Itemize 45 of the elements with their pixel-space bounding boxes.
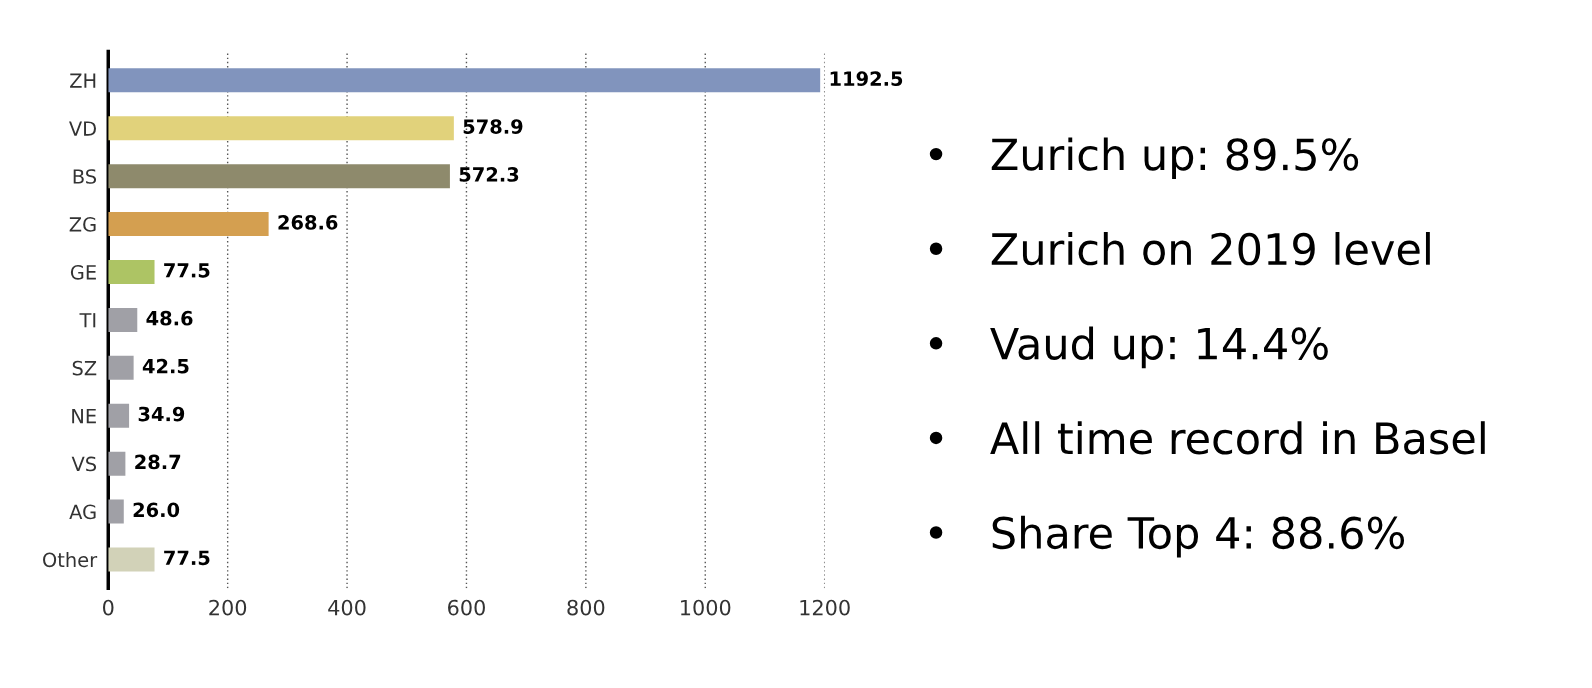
x-tick-label: 400 [328, 599, 366, 616]
bar [108, 499, 124, 524]
bar [108, 116, 454, 141]
data-label: 42.5 [142, 358, 189, 374]
y-tick-label: GE [70, 264, 96, 280]
text: • Zurich on 2019 level [929, 232, 1430, 266]
x-tick-label: 1200 [800, 599, 850, 616]
data-label: 572.3 [459, 167, 519, 182]
y-tick-label: Other [43, 552, 98, 568]
bar [108, 164, 450, 189]
y-tick-label: ZH [70, 73, 96, 88]
text: • Share Top 4: 88.6% [929, 515, 1405, 558]
x-tick-label: 1000 [681, 599, 731, 616]
x-tick-label: 600 [448, 599, 485, 616]
bar [108, 260, 155, 284]
data-label: 77.5 [164, 263, 210, 278]
data-label: 578.9 [463, 119, 523, 134]
bar [108, 68, 821, 93]
y-tick-label: TI [79, 313, 96, 328]
x-tick-label: 200 [209, 599, 247, 616]
y-tick-label: BS [73, 169, 97, 184]
bar [108, 403, 130, 428]
x-tick-label: 0 [103, 599, 114, 616]
x-tick-label: 800 [567, 599, 605, 616]
y-tick-label: SZ [72, 360, 97, 376]
y-tick-label: ZG [69, 217, 96, 232]
data-label: 26.0 [133, 502, 180, 518]
bar [108, 355, 134, 380]
y-tick-label: VD [69, 121, 96, 136]
data-label: 1192.5 [830, 71, 903, 86]
text: • Vaud up: 14.4% [929, 326, 1328, 369]
data-label: 268.6 [278, 215, 338, 230]
bar [108, 547, 155, 572]
bar [108, 451, 126, 476]
y-tick-label: AG [69, 504, 96, 520]
data-label: 77.5 [164, 550, 210, 566]
y-tick-label: VS [71, 456, 97, 472]
data-label: 28.7 [135, 454, 181, 470]
y-tick-label: NE [72, 408, 96, 424]
data-label: 48.6 [146, 310, 193, 326]
bar [108, 307, 138, 332]
data-label: 34.9 [138, 406, 185, 422]
bar [108, 212, 269, 237]
text: • All time record in Basel [929, 421, 1485, 455]
text: • Zurich up: 89.5% [929, 137, 1359, 180]
